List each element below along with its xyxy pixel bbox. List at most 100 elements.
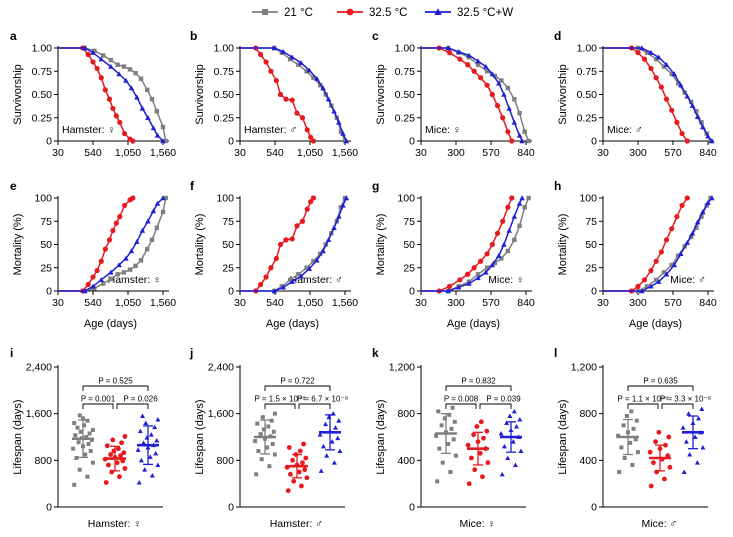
data-point [101,53,106,58]
data-point [484,251,490,257]
data-point [133,70,138,76]
data-point [98,258,104,264]
data-point [449,426,454,431]
data-point [163,195,168,201]
x-tick-label: 540 [84,147,102,159]
data-point [509,138,515,144]
data-point [653,258,659,264]
y-tick-label: 0 [409,136,415,148]
p-value-label: P = 3.3 × 10⁻⁸ [660,395,711,404]
data-point [88,449,93,453]
comparison-bracket: P = 0.832 [445,377,512,391]
data-point [102,87,108,93]
data-point [485,460,491,466]
x-tick-label: 30 [234,147,246,159]
group-square [71,413,95,487]
panel-i: i 0 800 1,600 2,400 Lifespan (days) Hamster: ♀… [10,346,163,530]
data-point [667,464,673,470]
inset-label: Hamster: ♀ [108,274,161,286]
data-point [500,218,506,224]
data-point [658,249,664,255]
data-point [260,415,265,420]
data-point [336,213,342,219]
data-point [522,129,527,134]
data-point [325,96,332,102]
data-point [692,434,698,439]
y-tick-label: 50 [585,239,597,251]
data-point [306,265,313,271]
data-point [492,73,498,79]
data-point [270,442,275,446]
p-value-label: P = 0.026 [123,395,158,404]
bracket-line [445,403,477,409]
x-tick-label: 30 [52,297,64,309]
data-point [289,97,295,103]
data-point [639,288,645,294]
data-point [501,443,507,449]
data-point [301,441,306,447]
group-circle [284,441,310,494]
data-point [338,129,344,134]
data-point [512,237,517,243]
x-tick-label: 1,560 [150,147,176,159]
bracket-line [82,403,114,409]
data-point [475,58,481,64]
data-point [123,255,129,261]
data-point [289,236,295,242]
data-point [117,474,122,480]
data-point [283,96,289,102]
data-point [452,419,457,424]
data-point [258,432,263,437]
data-point [489,91,495,98]
data-point [82,45,88,51]
data-point [297,448,303,454]
data-point [437,446,442,451]
data-point [122,466,128,471]
data-point [483,63,489,69]
data-point [324,453,330,458]
y-tick-label: 75 [40,216,52,228]
data-point [318,468,324,473]
y-tick-label: 0 [228,136,234,148]
y-tick-label: 100 [216,193,234,205]
data-point [253,439,258,444]
data-point [526,138,531,144]
y-tick-label: 400 [397,455,415,467]
data-point [684,239,691,245]
x-tick-label: 300 [629,297,647,309]
data-point [271,45,278,51]
data-point [90,59,96,65]
data-point [496,252,502,258]
data-point [514,424,519,429]
data-point [499,256,504,261]
y-axis-label: Lifespan (days) [557,399,569,474]
data-point [296,469,302,475]
y-tick-label: 0.50 [214,89,235,101]
data-point [484,265,490,270]
data-point [94,267,100,274]
data-point [453,453,458,458]
data-point [311,259,316,264]
data-point [511,408,517,414]
data-point [663,271,670,277]
data-point [478,258,484,264]
data-point [160,209,166,215]
x-axis-label: Age (days) [84,318,137,330]
data-point [505,129,511,135]
y-axis-label: Survivorship [194,64,206,125]
data-point [257,51,264,58]
data-point [639,45,645,51]
legend-marker [434,8,442,15]
data-point [115,446,121,452]
y-tick-label: 100 [397,193,415,205]
data-point [121,64,127,69]
data-point [647,449,653,455]
x-tick-label: 30 [52,147,64,159]
data-point [694,219,701,225]
data-point [683,439,689,444]
data-point [674,214,680,220]
data-point [113,220,119,226]
data-point [113,113,119,119]
inset-label: Hamster: ♀ [62,124,115,136]
data-point [138,76,144,81]
